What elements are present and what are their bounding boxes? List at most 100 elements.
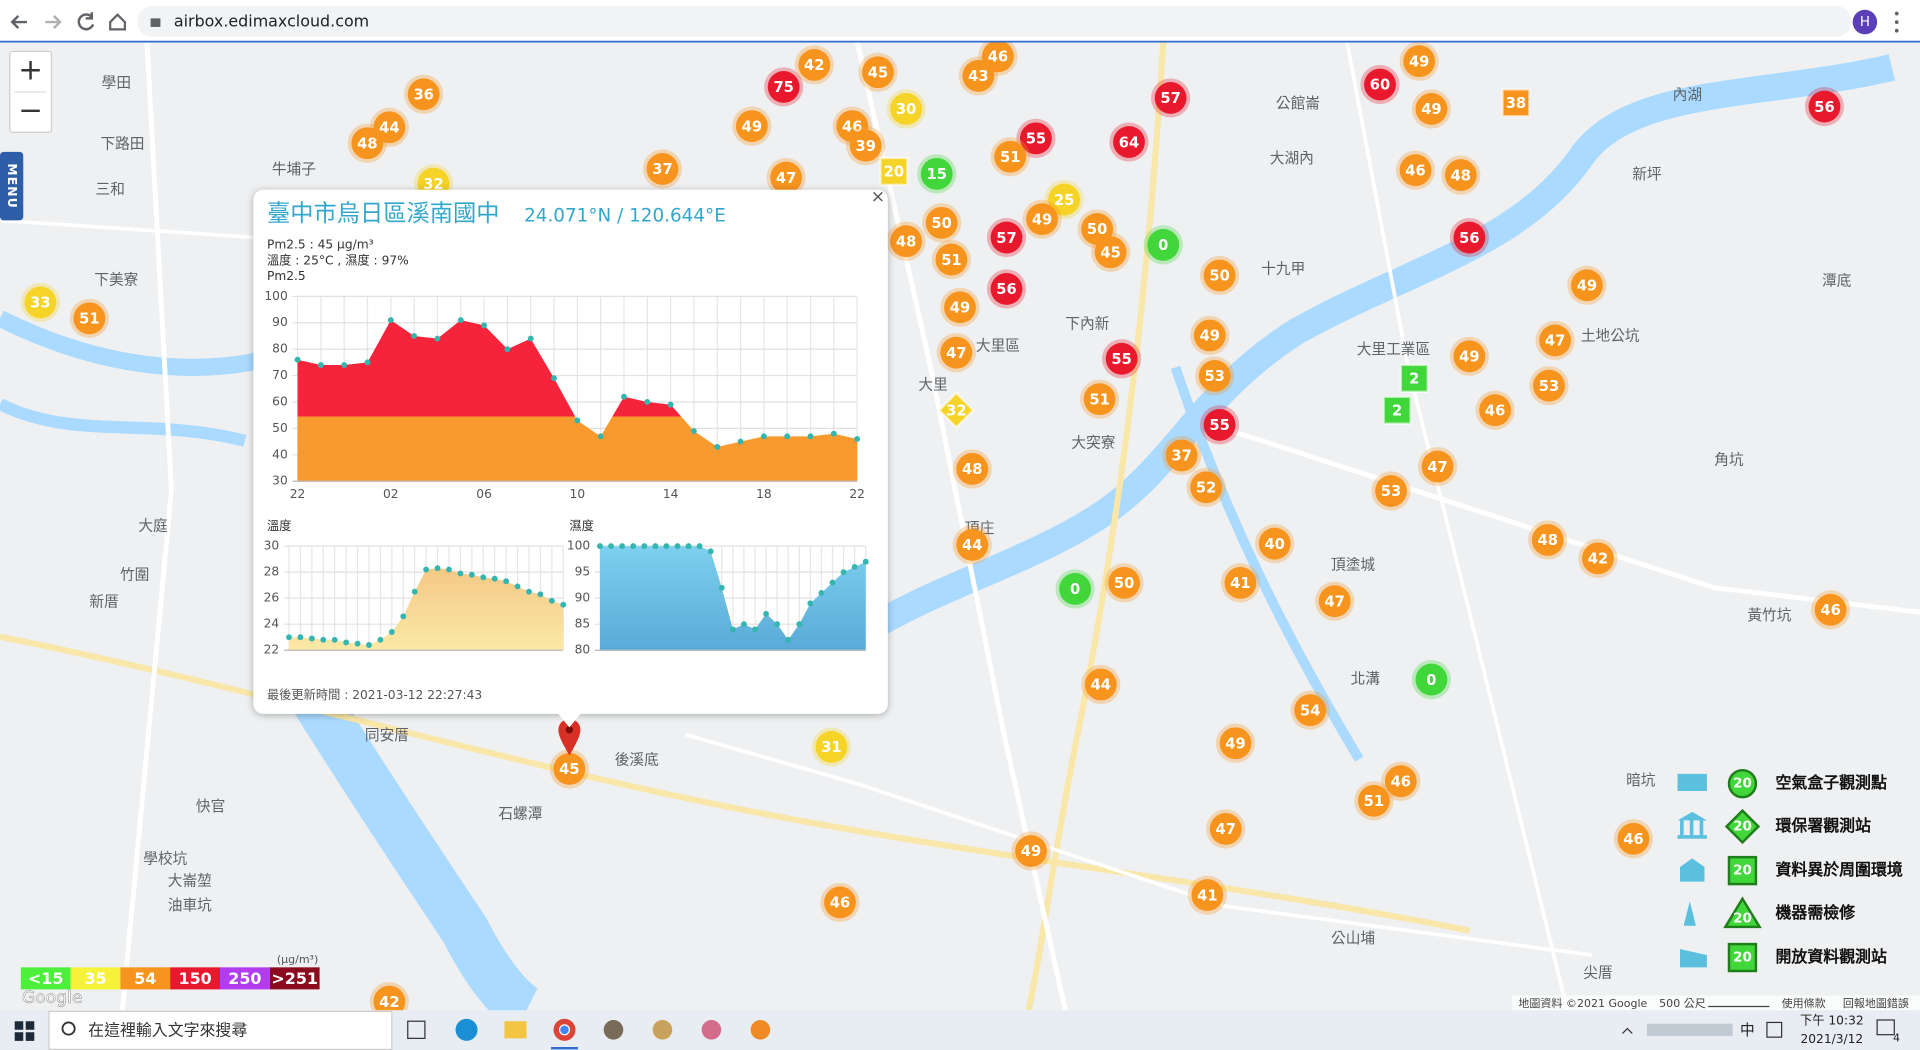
marker[interactable] [862,56,894,89]
marker[interactable] [1084,668,1117,701]
start-button[interactable] [14,1021,35,1041]
marker[interactable] [890,225,923,258]
marker[interactable] [1384,765,1417,798]
marker[interactable] [24,286,57,319]
marker[interactable] [956,453,989,485]
forward-button[interactable] [45,15,62,30]
marker[interactable] [373,985,406,1018]
marker[interactable] [798,48,831,81]
marker[interactable] [1209,813,1242,845]
marker[interactable] [990,221,1023,254]
back-button[interactable] [10,15,27,30]
marker[interactable] [1294,694,1327,727]
marker[interactable] [553,753,586,785]
marker[interactable] [1403,45,1436,78]
marker[interactable] [735,110,768,143]
ime-mode[interactable] [1766,1021,1783,1038]
marker[interactable] [1219,727,1252,760]
clock-date[interactable]: 2021/3/12 [1800,1032,1863,1046]
marker[interactable] [1224,566,1257,599]
app-icon[interactable] [603,1020,624,1040]
marker[interactable] [962,60,995,92]
marker[interactable] [767,71,800,103]
marker[interactable] [1453,221,1486,254]
marker[interactable] [407,78,440,111]
marker[interactable] [1808,90,1841,123]
marker[interactable] [1617,822,1650,855]
explorer-icon[interactable] [504,1021,527,1039]
marker[interactable] [1582,542,1614,575]
marker[interactable] [1415,663,1448,696]
marker[interactable] [1026,203,1058,236]
marker[interactable] [1113,126,1145,158]
marker[interactable] [1083,383,1116,416]
marker[interactable] [940,336,973,369]
marker[interactable] [1203,408,1236,441]
marker[interactable] [1191,879,1224,912]
marker[interactable] [1399,363,1429,394]
marker[interactable] [890,93,923,125]
marker[interactable] [1147,228,1180,261]
marker[interactable] [920,157,953,190]
terms-link[interactable]: 使用條款 [1782,996,1826,1010]
report-link[interactable]: 回報地圖錯誤 [1843,996,1909,1010]
home-button[interactable] [109,13,127,31]
task-view[interactable] [407,1020,426,1039]
marker[interactable] [1421,450,1454,483]
marker[interactable] [1154,82,1187,114]
edge-icon[interactable] [455,1018,478,1041]
marker[interactable] [1571,269,1603,302]
tray-expand[interactable] [1622,1027,1633,1034]
marker[interactable] [646,153,679,185]
marker[interactable] [982,40,1014,73]
marker[interactable] [1108,566,1140,599]
marker[interactable] [1081,213,1114,245]
marker[interactable] [944,291,976,324]
marker[interactable] [1198,360,1231,392]
marker[interactable] [935,243,968,276]
app-icon[interactable] [750,1020,771,1040]
marker[interactable] [824,886,856,919]
marker[interactable] [351,127,384,160]
marker[interactable] [1364,68,1396,101]
marker[interactable] [1453,340,1486,373]
marker[interactable] [1203,259,1236,292]
marker[interactable] [956,528,989,561]
marker[interactable] [1531,524,1564,556]
clock-time[interactable]: 下午 10:32 [1800,1014,1864,1028]
marker[interactable] [1444,159,1477,192]
marker[interactable] [1382,395,1412,425]
marker[interactable] [1415,93,1448,125]
address-bar[interactable] [137,6,1852,37]
marker[interactable] [1479,394,1512,427]
app-icon[interactable] [701,1020,722,1040]
marker[interactable] [849,129,882,162]
popup-close[interactable]: × [871,187,885,207]
zoom-in[interactable]: + [18,53,43,87]
marker[interactable] [1015,835,1047,867]
notification-icon[interactable] [1876,1019,1895,1036]
marker[interactable] [1501,88,1531,118]
marker[interactable] [1533,369,1565,402]
marker[interactable] [373,111,406,144]
location-pin[interactable] [558,718,581,756]
marker[interactable] [770,161,803,194]
search-box[interactable] [48,1010,393,1050]
marker[interactable] [1094,236,1127,269]
search-placeholder[interactable]: 在這裡輸入文字來搜尋 [88,1021,247,1040]
marker[interactable] [1105,342,1138,375]
marker[interactable] [1165,439,1198,472]
marker[interactable] [1193,319,1226,352]
marker[interactable] [937,391,976,430]
marker[interactable] [73,302,106,335]
menu-tab[interactable] [0,151,24,221]
marker[interactable] [994,140,1027,173]
marker[interactable] [879,156,909,187]
reload-button[interactable] [77,12,95,31]
marker[interactable] [1814,593,1847,626]
marker[interactable] [1059,573,1092,605]
menu-label[interactable]: MENU [5,163,19,209]
ime-indicator[interactable]: 中 [1740,1022,1755,1039]
marker[interactable] [925,206,958,239]
marker[interactable] [990,273,1023,305]
